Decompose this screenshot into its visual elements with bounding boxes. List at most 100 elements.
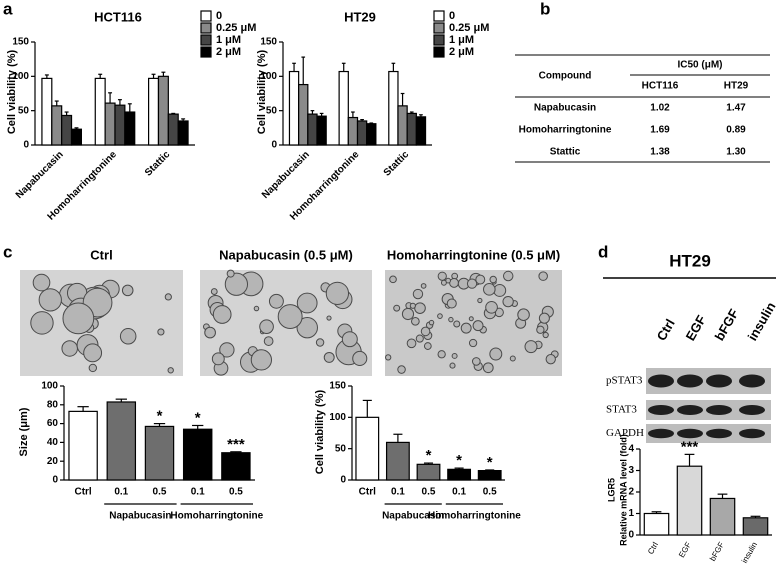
organoid [420,326,431,337]
y-tick-label: 150 [12,37,29,48]
organoid [489,347,503,361]
organoid [326,315,332,321]
bar [51,105,63,146]
organoid [30,311,54,335]
organoid [393,304,401,312]
organoid [437,313,443,320]
organoid [509,355,516,362]
organoid [453,320,461,328]
organoid [212,305,232,324]
lane-label: bFGF [712,306,742,343]
organoid [472,320,484,332]
y-tick-label: 50 [266,105,278,116]
bar [676,465,703,536]
organoid [414,302,426,314]
organoid [446,298,457,309]
panel-label: a [3,0,13,18]
bar [416,463,441,481]
table-header: HT29 [724,81,749,92]
y-tick-label: 0 [23,140,29,151]
panel-label: d [598,242,608,261]
y-tick-label: 100 [329,412,346,423]
bar [447,468,472,481]
band [648,374,674,388]
y-axis-label: Cell viability (%) [6,49,18,134]
significance: *** [681,438,699,455]
organoid [385,354,392,361]
band [677,405,703,415]
organoid [449,277,459,288]
organoid [38,288,62,312]
band [677,374,703,388]
organoid [538,271,548,281]
image-title: Napabucasin (0.5 μM) [219,247,353,262]
organoid [423,342,432,350]
significance: * [426,447,432,464]
significance: *** [227,436,245,453]
organoid [226,269,235,278]
table-cell: Napabucasin [534,103,596,114]
y-tick-label: 60 [47,418,59,429]
legend-swatch [433,34,445,46]
image-title: Ctrl [90,247,112,262]
band [648,428,674,439]
table-cell: 1.02 [650,103,670,114]
bar [643,512,670,536]
y-tick-label: 0 [628,530,634,541]
bar [397,105,408,146]
organoid [485,300,498,314]
organoid [437,271,447,281]
bar [114,104,126,146]
organoid [250,349,273,371]
significance: * [487,454,493,471]
table-cell: 1.30 [726,147,746,158]
bar [742,517,769,536]
organoid [121,284,134,297]
band [706,374,732,388]
organoid [468,316,474,322]
x-tick-label: Napabucasin [260,149,312,201]
organoid [412,288,424,300]
organoid [428,319,435,326]
y-tick-label: 0 [271,140,277,151]
image-title: Homoharringtonine (0.5 μM) [387,247,560,262]
organoid [325,281,350,305]
organoid [502,270,514,282]
bar [124,111,136,146]
bar [355,416,380,481]
blot-row-label: pSTAT3 [606,375,643,387]
organoid [224,272,249,296]
panel-label: b [540,0,550,18]
organoid [296,292,318,314]
table-cell: 0.89 [726,125,746,136]
band [739,405,765,415]
legend-label: 0 [216,10,222,22]
y-tick-label: 150 [260,37,277,48]
organoid [483,283,496,296]
y-tick-label: 20 [47,456,59,467]
x-tick-label: 0.5 [229,487,243,498]
organoid [352,350,368,367]
significance: * [157,408,163,425]
band [706,428,732,439]
group-label: Napabucasin [109,511,171,522]
organoid [211,352,225,366]
group-label: Homoharringtonine [428,511,521,522]
band [739,374,765,388]
organoid [437,350,446,359]
band [677,428,703,439]
legend-swatch [200,22,212,34]
table-header: HCT116 [642,81,679,92]
y-tick-label: 50 [18,105,30,116]
bar [106,401,137,481]
bar [68,410,98,481]
table-header: IC50 (μM) [677,60,722,71]
x-tick-label: Ctrl [646,540,660,555]
blot-title: HT29 [669,251,711,270]
bar [70,128,82,146]
organoid [219,342,235,358]
bar [41,77,53,146]
bar [347,116,359,146]
legend-swatch [200,10,212,22]
bar [104,102,116,146]
